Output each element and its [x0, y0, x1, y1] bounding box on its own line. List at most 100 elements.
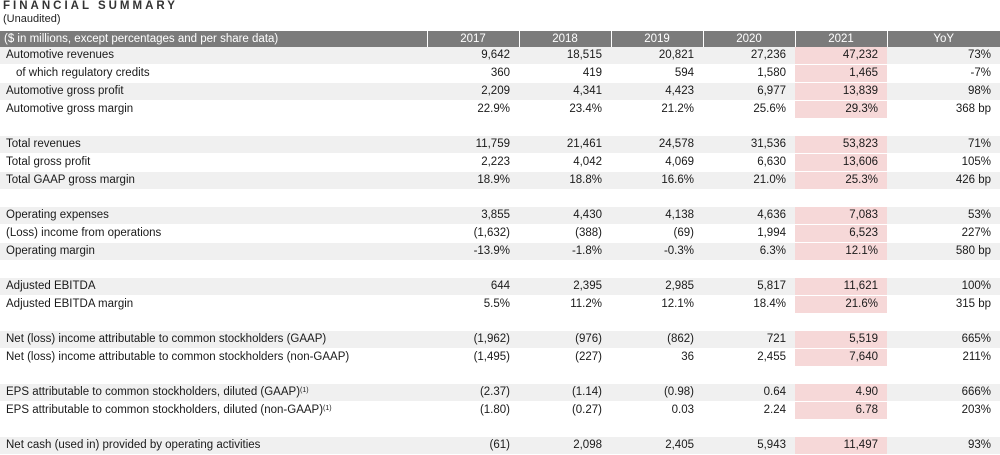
cell-yoy: -7%	[887, 64, 1000, 83]
row-label: EPS attributable to common stockholders,…	[0, 401, 427, 420]
cell-2020: 2.24	[703, 401, 795, 420]
table-row: Operating expenses 3,855 4,430 4,138 4,6…	[0, 207, 1000, 225]
cell-2021: 1,465	[795, 64, 887, 83]
header-2020: 2020	[703, 31, 796, 47]
cell-2017: (1,962)	[427, 331, 519, 349]
cell-2020: 31,536	[703, 136, 795, 154]
cell-2017: -13.9%	[427, 242, 519, 261]
footnote-marker: (1)	[300, 387, 309, 394]
row-label: Operating margin	[0, 242, 427, 261]
row-spacer	[0, 118, 1000, 136]
cell-2021: 11,621	[795, 278, 887, 296]
row-label: Adjusted EBITDA	[0, 278, 427, 296]
cell-2020: 721	[703, 331, 795, 349]
row-label: Net (loss) income attributable to common…	[0, 331, 427, 349]
cell-yoy: 666%	[887, 384, 1000, 402]
cell-2017: 2,209	[427, 82, 519, 101]
cell-2020: 1,994	[703, 224, 795, 243]
cell-2018: 4,430	[519, 207, 611, 225]
row-label-text: EPS attributable to common stockholders,…	[6, 404, 324, 416]
cell-2019: 4,069	[611, 153, 703, 172]
table-row: Automotive revenues 9,642 18,515 20,821 …	[0, 47, 1000, 65]
cell-2021: 11,497	[795, 437, 887, 455]
cell-2018: -1.8%	[519, 242, 611, 261]
cell-2021: 13,839	[795, 82, 887, 101]
cell-2021: 12.1%	[795, 242, 887, 261]
cell-yoy: 426 bp	[887, 171, 1000, 190]
cell-yoy: 315 bp	[887, 295, 1000, 314]
cell-2020: 5,817	[703, 278, 795, 296]
cell-yoy: 93%	[887, 437, 1000, 455]
cell-2018: (1.14)	[519, 384, 611, 402]
row-spacer	[0, 189, 1000, 207]
cell-2021: 13,606	[795, 153, 887, 172]
table-row: Net cash (used in) provided by operating…	[0, 437, 1000, 455]
cell-2017: (2.37)	[427, 384, 519, 402]
cell-2017: 11,759	[427, 136, 519, 154]
cell-2017: (1.80)	[427, 401, 519, 420]
row-label: Operating expenses	[0, 207, 427, 225]
cell-2020: 5,943	[703, 437, 795, 455]
cell-2021: 7,083	[795, 207, 887, 225]
cell-2020: 27,236	[703, 47, 795, 65]
header-label: ($ in millions, except percentages and p…	[0, 31, 428, 47]
table-row: EPS attributable to common stockholders,…	[0, 384, 1000, 402]
row-label: Automotive revenues	[0, 47, 427, 65]
cell-yoy: 211%	[887, 348, 1000, 367]
cell-yoy: 665%	[887, 331, 1000, 349]
cell-yoy: 203%	[887, 401, 1000, 420]
cell-2019: 2,405	[611, 437, 703, 455]
header-2018: 2018	[519, 31, 612, 47]
cell-2018: (388)	[519, 224, 611, 243]
table-row: Total gross profit 2,223 4,042 4,069 6,6…	[0, 153, 1000, 172]
table-row: of which regulatory credits 360 419 594 …	[0, 64, 1000, 83]
table-row: Adjusted EBITDA margin 5.5% 11.2% 12.1% …	[0, 295, 1000, 314]
table-row: Net (loss) income attributable to common…	[0, 331, 1000, 349]
cell-2017: 2,223	[427, 153, 519, 172]
cell-yoy: 580 bp	[887, 242, 1000, 261]
cell-yoy: 73%	[887, 47, 1000, 65]
cell-2020: 25.6%	[703, 100, 795, 119]
cell-2021: 21.6%	[795, 295, 887, 314]
cell-2021: 7,640	[795, 348, 887, 367]
cell-2019: -0.3%	[611, 242, 703, 261]
cell-2021: 6.78	[795, 401, 887, 420]
cell-yoy: 71%	[887, 136, 1000, 154]
cell-2018: 4,341	[519, 82, 611, 101]
cell-2020: 18.4%	[703, 295, 795, 314]
table-header-row: ($ in millions, except percentages and p…	[0, 31, 1000, 47]
cell-2018: 23.4%	[519, 100, 611, 119]
cell-2017: 22.9%	[427, 100, 519, 119]
cell-2019: (862)	[611, 331, 703, 349]
cell-2020: 0.64	[703, 384, 795, 402]
cell-2020: 6.3%	[703, 242, 795, 261]
cell-2021: 29.3%	[795, 100, 887, 119]
cell-2019: 0.03	[611, 401, 703, 420]
cell-2019: 36	[611, 348, 703, 367]
cell-2020: 21.0%	[703, 171, 795, 190]
page-title: FINANCIAL SUMMARY	[3, 0, 178, 12]
table-row: Total GAAP gross margin 18.9% 18.8% 16.6…	[0, 171, 1000, 190]
row-spacer	[0, 313, 1000, 331]
cell-2021: 53,823	[795, 136, 887, 154]
cell-yoy: 53%	[887, 207, 1000, 225]
row-label-text: EPS attributable to common stockholders,…	[6, 386, 301, 398]
row-label: EPS attributable to common stockholders,…	[0, 384, 427, 402]
row-label: Adjusted EBITDA margin	[0, 295, 427, 314]
cell-2017: (1,495)	[427, 348, 519, 367]
footnote-marker: (1)	[323, 405, 332, 412]
cell-yoy: 98%	[887, 82, 1000, 101]
cell-2018: (227)	[519, 348, 611, 367]
financial-summary-table: ($ in millions, except percentages and p…	[0, 31, 1000, 455]
table-row: Operating margin -13.9% -1.8% -0.3% 6.3%…	[0, 242, 1000, 261]
row-label: Total revenues	[0, 136, 427, 154]
cell-2019: (69)	[611, 224, 703, 243]
header-2021: 2021	[795, 31, 888, 47]
cell-2017: (61)	[427, 437, 519, 455]
cell-2017: 3,855	[427, 207, 519, 225]
cell-yoy: 105%	[887, 153, 1000, 172]
row-label: Total GAAP gross margin	[0, 171, 427, 190]
cell-2017: 644	[427, 278, 519, 296]
cell-2019: 21.2%	[611, 100, 703, 119]
cell-2021: 5,519	[795, 331, 887, 349]
